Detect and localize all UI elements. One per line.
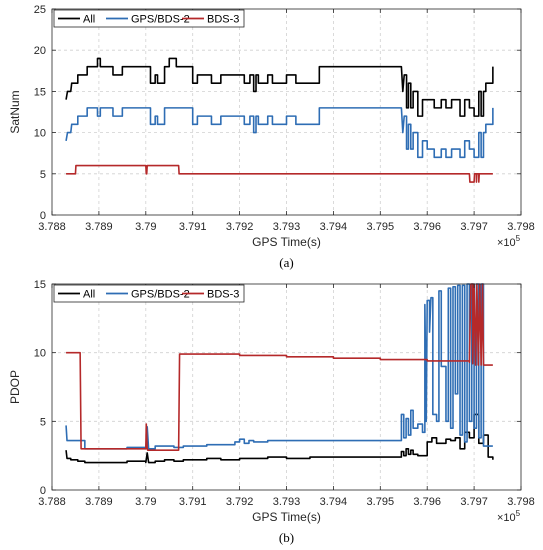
panel-a-x-tick-label-9: 3.797 [460, 221, 488, 233]
panel-b-y-tick-label-3: 15 [34, 279, 46, 291]
panel-a-y-tick-label-3: 15 [34, 86, 46, 98]
panel-a-x-exponent-power: 5 [516, 234, 521, 243]
panel-a-x-tick-label-7: 3.795 [367, 221, 395, 233]
panel-a-x-tick-label-5: 3.793 [273, 221, 301, 233]
panel-a-x-axis-label: GPS Time(s) [252, 235, 321, 249]
panel-b-x-tick-label-8: 3.796 [413, 496, 441, 508]
panel-a-series [65, 57, 494, 183]
panel-a-x-tick-label-2: 3.79 [135, 221, 156, 233]
panel-b: 3.788 3.789 3.79 3.791 3.792 3.793 3.794 3.795 3… [8, 279, 535, 545]
panel-b-y-tick-label-0: 0 [40, 485, 46, 497]
panel-b-y-tick-label-2: 10 [34, 348, 46, 360]
panel-a-series-gps-bds-2 [65, 107, 494, 159]
panel-a-legend-label-gps-bds-2: GPS/BDS-2 [131, 14, 190, 26]
panel-a-y-tick-label-1: 5 [40, 169, 46, 181]
panel-b-y-ticks: 0 5 10 15 [34, 279, 521, 497]
panel-b-series-gps-bds-2 [65, 283, 493, 450]
panel-b-x-tick-label-0: 3.788 [38, 496, 66, 508]
panel-a-x-tick-label-6: 3.794 [320, 221, 348, 233]
panel-b-legend-label-gps-bds-2: GPS/BDS-2 [131, 289, 190, 301]
panel-a-x-tick-label-10: 3.798 [507, 221, 535, 233]
panel-b-x-tick-label-10: 3.798 [507, 496, 535, 508]
panel-a-x-tick-label-8: 3.796 [413, 221, 441, 233]
panel-a-x-tick-label-4: 3.792 [226, 221, 254, 233]
panel-a-y-tick-label-0: 0 [40, 210, 46, 222]
panel-a-y-ticks: 0 5 10 15 20 25 [34, 4, 521, 222]
panel-a-x-tick-label-1: 3.789 [85, 221, 113, 233]
panel-a-y-tick-label-4: 20 [34, 45, 46, 57]
panel-a-y-axis-label: SatNum [8, 90, 22, 133]
panel-b-x-ticks: 3.788 3.789 3.79 3.791 3.792 3.793 3.794 3.795 3… [38, 284, 535, 508]
panel-a-legend-label-bds-3: BDS-3 [207, 14, 239, 26]
panel-a-series-bds-3 [66, 164, 493, 183]
panel-a-x-exponent-base: ×10 [497, 237, 516, 249]
panel-a: 3.788 3.789 3.79 3.791 3.792 3.793 3.794 3.795 3… [8, 4, 535, 270]
panel-b-x-tick-label-5: 3.793 [273, 496, 301, 508]
panel-b-x-exponent-power: 5 [516, 509, 521, 518]
panel-b-legend-box [53, 284, 245, 303]
panel-a-caption: (a) [279, 255, 293, 270]
panel-a-y-tick-label-5: 25 [34, 4, 46, 16]
panel-b-x-tick-label-7: 3.795 [367, 496, 395, 508]
panel-b-legend-label-all: All [83, 289, 95, 301]
panel-b-x-tick-label-3: 3.791 [179, 496, 207, 508]
panel-a-legend-label-all: All [83, 14, 95, 26]
panel-a-series-all [65, 57, 494, 117]
panel-b-series-bds-3 [66, 283, 493, 451]
panel-a-x-exponent: ×105 [497, 234, 521, 249]
panel-b-legend: All GPS/BDS-2 BDS-3 [53, 284, 245, 303]
panel-b-y-tick-label-1: 5 [40, 416, 46, 428]
panel-b-x-tick-label-2: 3.79 [135, 496, 156, 508]
panel-b-x-tick-label-6: 3.794 [320, 496, 348, 508]
panel-b-series [65, 283, 494, 464]
panel-b-series-all [65, 413, 494, 464]
panel-b-x-exponent-base: ×10 [497, 512, 516, 524]
panel-a-legend-box [53, 9, 245, 28]
panel-a-x-tick-label-3: 3.791 [179, 221, 207, 233]
panel-b-x-tick-label-4: 3.792 [226, 496, 254, 508]
panel-b-x-axis-label: GPS Time(s) [252, 510, 321, 524]
panel-a-legend: All GPS/BDS-2 BDS-3 [53, 9, 245, 28]
panel-b-x-exponent: ×105 [497, 509, 521, 524]
panel-a-y-tick-label-2: 10 [34, 128, 46, 140]
panel-b-x-tick-label-1: 3.789 [85, 496, 113, 508]
panel-b-caption: (b) [279, 530, 294, 545]
panel-b-x-tick-label-9: 3.797 [460, 496, 488, 508]
panel-a-x-tick-label-0: 3.788 [38, 221, 66, 233]
panel-b-legend-label-bds-3: BDS-3 [207, 289, 239, 301]
panel-b-y-axis-label: PDOP [8, 370, 22, 404]
